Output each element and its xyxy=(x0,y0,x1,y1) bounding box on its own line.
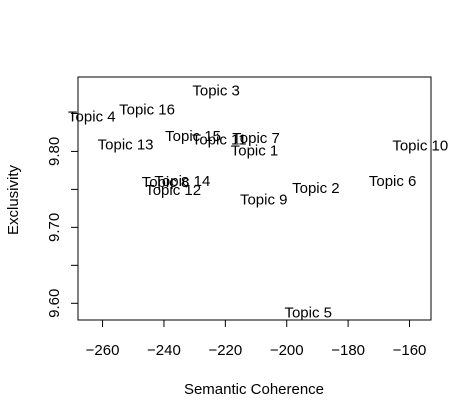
point-label: Topic 3 xyxy=(192,83,240,100)
point-label: Topic 2 xyxy=(292,180,340,197)
x-tick-label: −240 xyxy=(147,342,181,359)
x-tick-label: −180 xyxy=(331,342,365,359)
x-tick-label: −220 xyxy=(208,342,242,359)
point-label: Topic 1 xyxy=(231,143,279,160)
y-tick-label: 9.70 xyxy=(46,213,63,242)
point-label: Topic 15 xyxy=(165,128,221,145)
y-axis: 9.60 9.70 9.80 xyxy=(46,112,79,318)
x-tick-label: −260 xyxy=(86,342,120,359)
point-label: Topic 4 xyxy=(68,108,116,125)
y-tick-label: 9.60 xyxy=(46,289,63,318)
y-tick-label: 9.80 xyxy=(46,137,63,166)
point-label: Topic 11 xyxy=(192,131,247,148)
point-label: Topic 12 xyxy=(145,182,201,199)
point-label: Topic 16 xyxy=(119,102,175,119)
point-label: Topic 13 xyxy=(98,137,154,154)
x-tick-label: −200 xyxy=(270,342,304,359)
x-tick-label: −160 xyxy=(393,342,427,359)
point-label: Topic 5 xyxy=(284,304,332,321)
y-axis-label: Exclusivity xyxy=(5,164,22,235)
x-axis: −260 −240 −220 −200 −180 −160 xyxy=(86,319,427,359)
point-labels: Topic 1 Topic 2 Topic 3 Topic 4 Topic 5 Topic… xyxy=(68,83,448,322)
point-label: Topic 8 xyxy=(142,174,190,191)
point-label: Topic 10 xyxy=(392,137,448,154)
x-axis-label: Semantic Coherence xyxy=(184,381,324,398)
point-label: Topic 9 xyxy=(240,191,288,208)
point-label: Topic 14 xyxy=(154,173,210,190)
point-label: Topic 7 xyxy=(232,130,280,147)
point-label: Topic 6 xyxy=(369,173,417,190)
